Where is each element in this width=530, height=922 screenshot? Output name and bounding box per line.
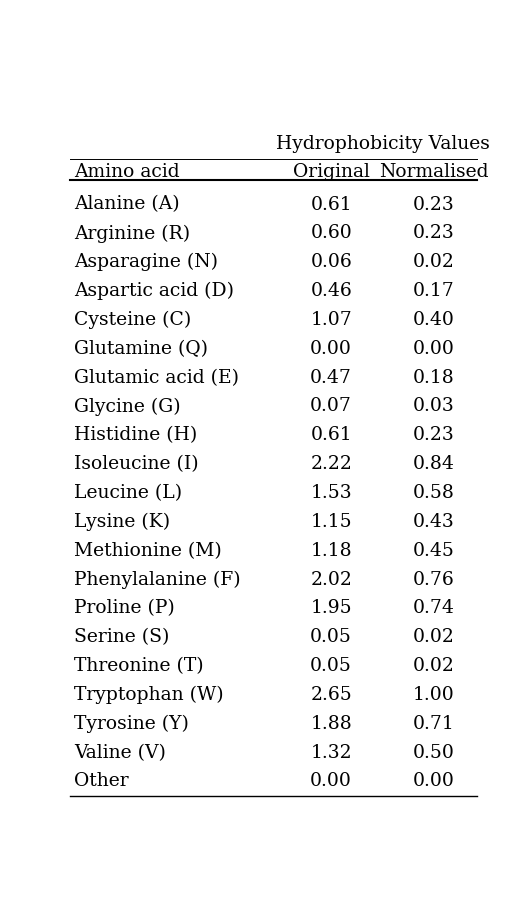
Text: Cysteine (C): Cysteine (C) <box>74 311 192 329</box>
Text: 0.23: 0.23 <box>413 426 455 444</box>
Text: 0.07: 0.07 <box>310 397 352 416</box>
Text: 0.46: 0.46 <box>310 282 352 300</box>
Text: 0.23: 0.23 <box>413 224 455 242</box>
Text: 0.76: 0.76 <box>413 571 455 588</box>
Text: Tyrosine (Y): Tyrosine (Y) <box>74 715 189 733</box>
Text: 0.18: 0.18 <box>413 369 455 386</box>
Text: Leucine (L): Leucine (L) <box>74 484 183 502</box>
Text: 0.00: 0.00 <box>413 773 455 790</box>
Text: 0.00: 0.00 <box>413 340 455 358</box>
Text: 0.17: 0.17 <box>413 282 455 300</box>
Text: Alanine (A): Alanine (A) <box>74 195 180 214</box>
Text: Normalised: Normalised <box>379 162 489 181</box>
Text: Isoleucine (I): Isoleucine (I) <box>74 455 199 473</box>
Text: 0.45: 0.45 <box>413 542 455 560</box>
Text: 0.06: 0.06 <box>310 254 352 271</box>
Text: 0.47: 0.47 <box>310 369 352 386</box>
Text: 0.61: 0.61 <box>311 195 352 214</box>
Text: 0.02: 0.02 <box>413 657 455 675</box>
Text: 0.50: 0.50 <box>413 744 455 762</box>
Text: Histidine (H): Histidine (H) <box>74 426 198 444</box>
Text: 2.65: 2.65 <box>310 686 352 703</box>
Text: 0.71: 0.71 <box>413 715 455 733</box>
Text: Hydrophobicity Values: Hydrophobicity Values <box>276 136 490 153</box>
Text: 0.00: 0.00 <box>310 340 352 358</box>
Text: 0.61: 0.61 <box>311 426 352 444</box>
Text: Glutamic acid (E): Glutamic acid (E) <box>74 369 240 386</box>
Text: Valine (V): Valine (V) <box>74 744 166 762</box>
Text: 1.53: 1.53 <box>311 484 352 502</box>
Text: Methionine (M): Methionine (M) <box>74 542 222 560</box>
Text: Lysine (K): Lysine (K) <box>74 513 171 531</box>
Text: Glycine (G): Glycine (G) <box>74 397 181 416</box>
Text: 0.05: 0.05 <box>310 628 352 646</box>
Text: 0.43: 0.43 <box>413 513 455 531</box>
Text: 0.58: 0.58 <box>413 484 455 502</box>
Text: 1.15: 1.15 <box>311 513 352 531</box>
Text: 0.60: 0.60 <box>310 224 352 242</box>
Text: 1.88: 1.88 <box>310 715 352 733</box>
Text: 0.40: 0.40 <box>413 311 455 329</box>
Text: 0.74: 0.74 <box>413 599 455 618</box>
Text: 0.23: 0.23 <box>413 195 455 214</box>
Text: Aspartic acid (D): Aspartic acid (D) <box>74 282 234 301</box>
Text: 2.22: 2.22 <box>310 455 352 473</box>
Text: 0.02: 0.02 <box>413 628 455 646</box>
Text: Glutamine (Q): Glutamine (Q) <box>74 340 208 358</box>
Text: 0.02: 0.02 <box>413 254 455 271</box>
Text: Asparagine (N): Asparagine (N) <box>74 254 218 271</box>
Text: 2.02: 2.02 <box>310 571 352 588</box>
Text: Other: Other <box>74 773 129 790</box>
Text: 0.03: 0.03 <box>413 397 455 416</box>
Text: 1.95: 1.95 <box>311 599 352 618</box>
Text: 1.07: 1.07 <box>310 311 352 329</box>
Text: Proline (P): Proline (P) <box>74 599 175 618</box>
Text: 0.00: 0.00 <box>310 773 352 790</box>
Text: 1.00: 1.00 <box>413 686 455 703</box>
Text: Arginine (R): Arginine (R) <box>74 224 191 242</box>
Text: 1.32: 1.32 <box>311 744 352 762</box>
Text: Phenylalanine (F): Phenylalanine (F) <box>74 571 241 588</box>
Text: Serine (S): Serine (S) <box>74 628 170 646</box>
Text: Threonine (T): Threonine (T) <box>74 657 204 675</box>
Text: 1.18: 1.18 <box>311 542 352 560</box>
Text: 0.05: 0.05 <box>310 657 352 675</box>
Text: Amino acid: Amino acid <box>74 162 180 181</box>
Text: Original: Original <box>293 162 369 181</box>
Text: 0.84: 0.84 <box>413 455 455 473</box>
Text: Tryptophan (W): Tryptophan (W) <box>74 686 224 704</box>
